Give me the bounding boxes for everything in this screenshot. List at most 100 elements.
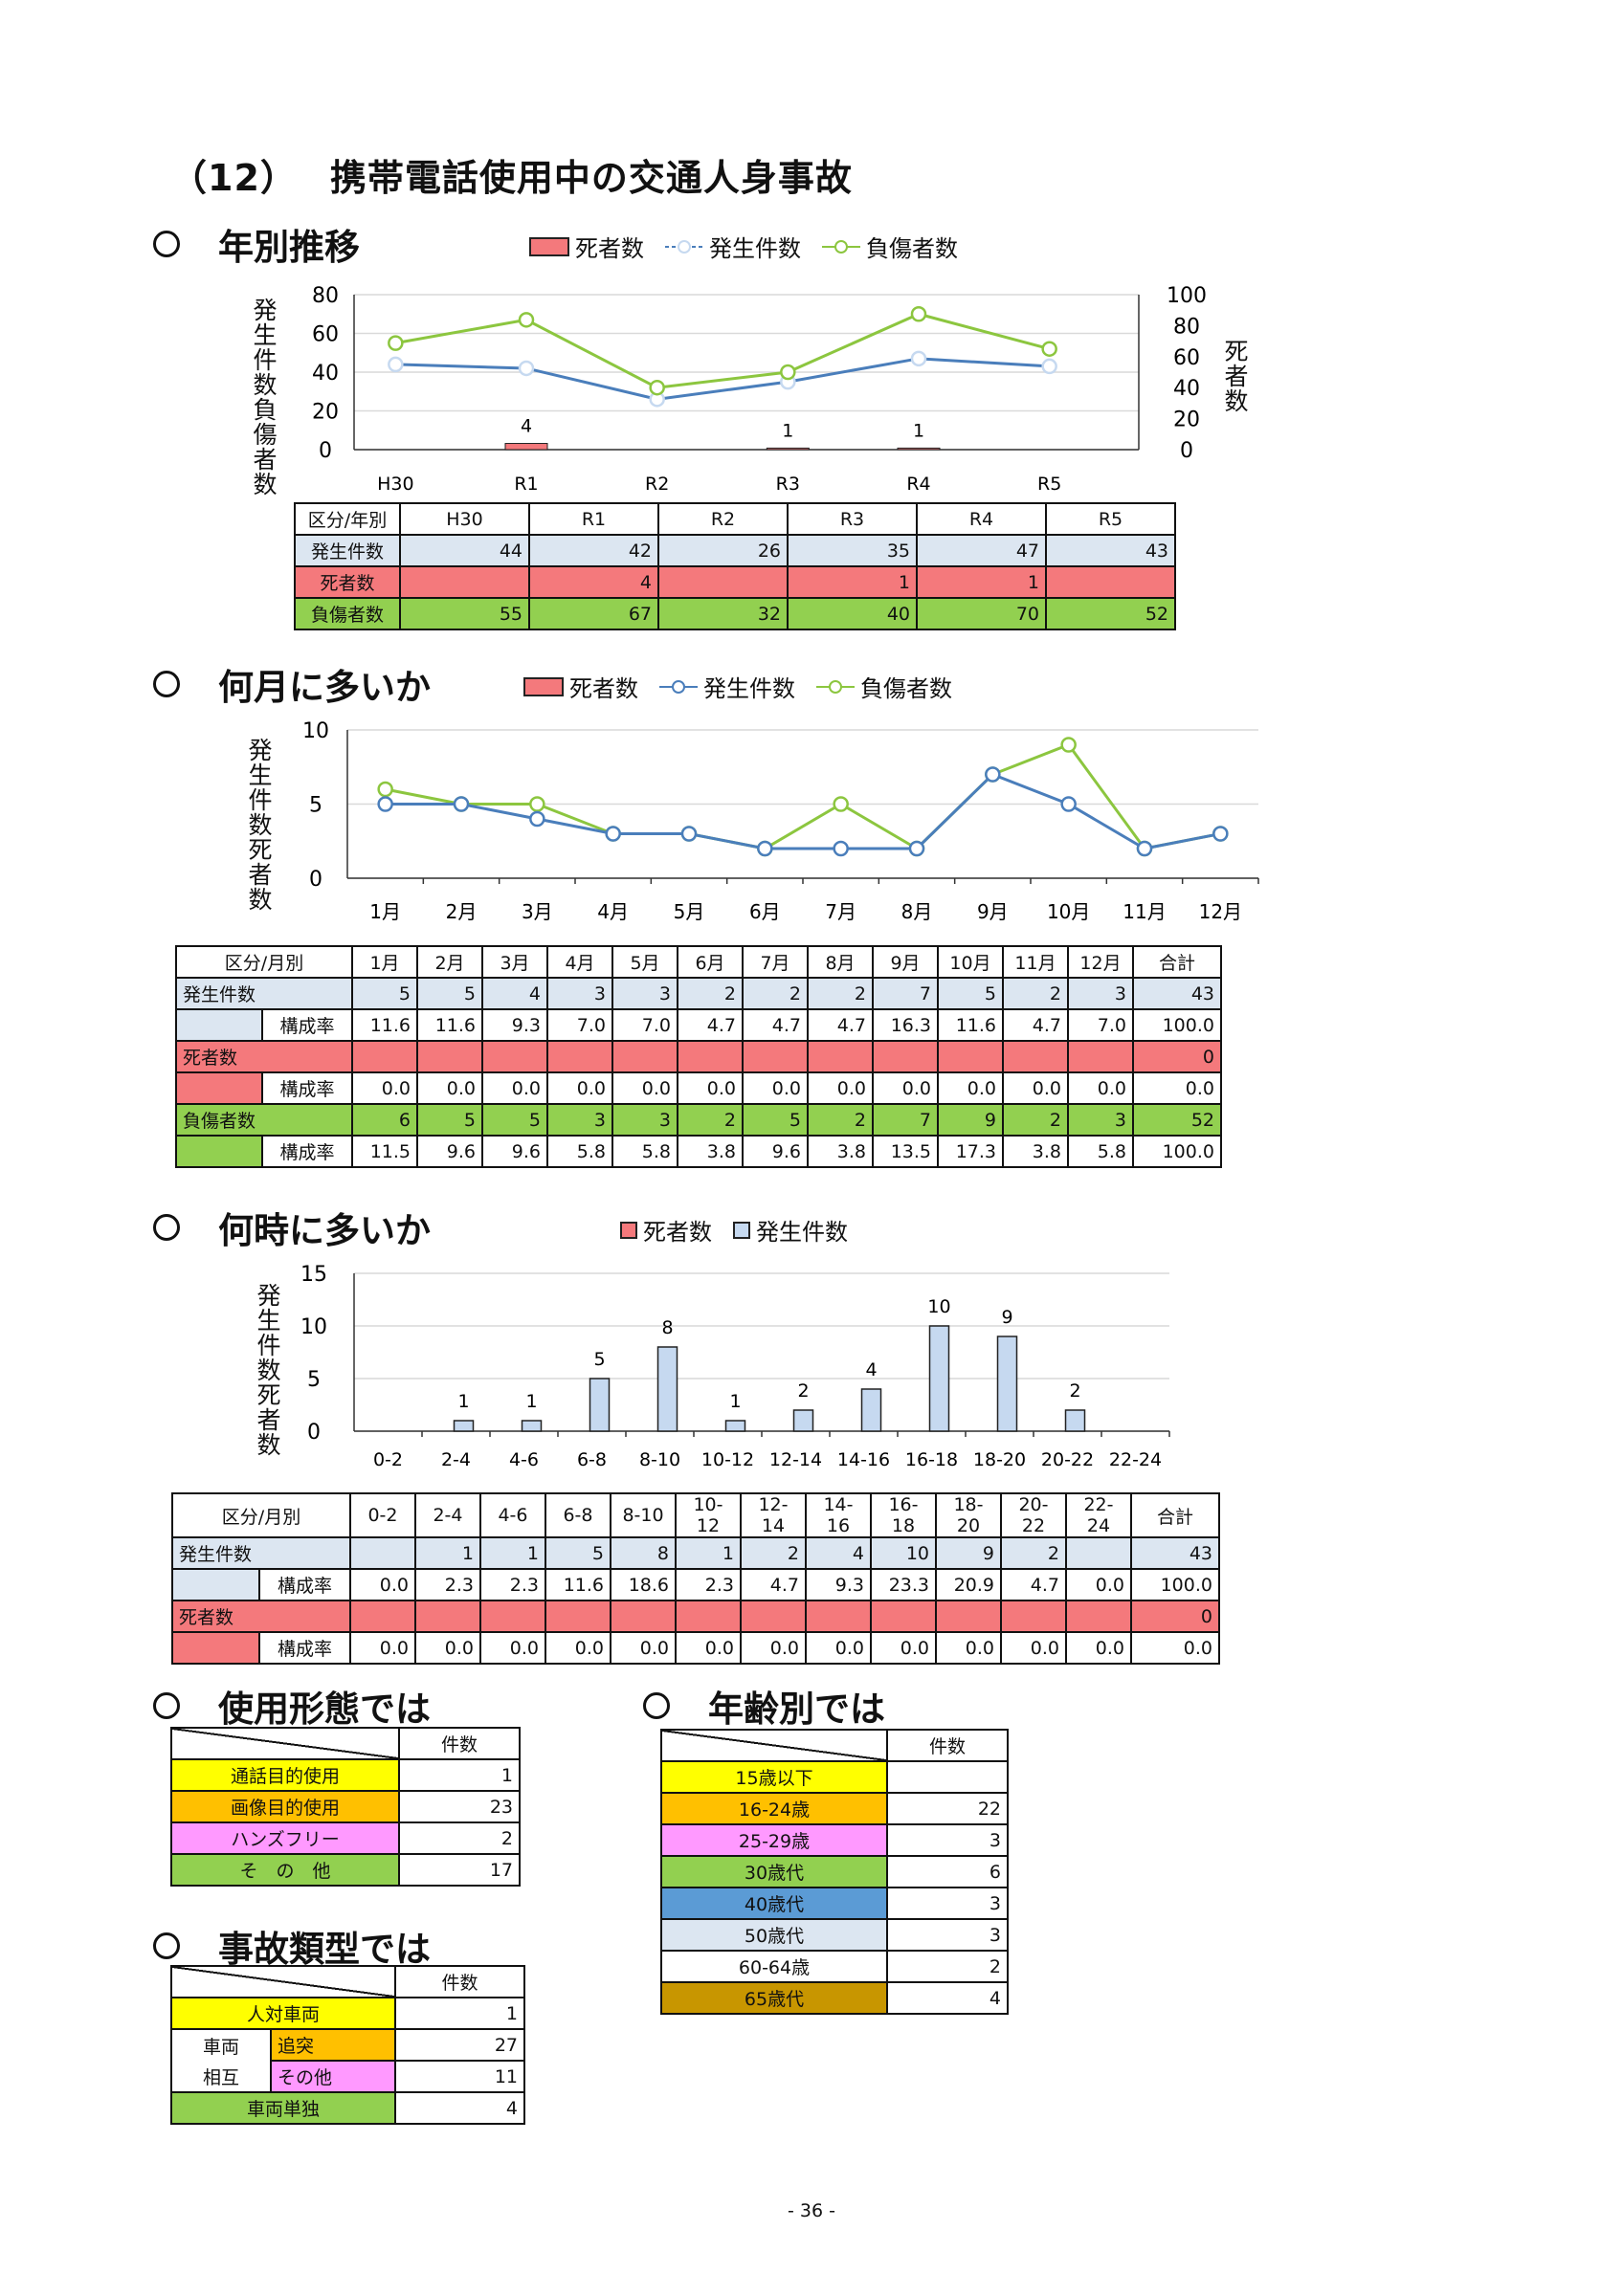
x-tick-label: 1月 xyxy=(369,900,401,923)
point-marker xyxy=(1041,341,1057,357)
data-label: 8 xyxy=(661,1317,673,1338)
line-marker-swatch-icon xyxy=(659,679,698,694)
point-marker xyxy=(833,796,849,812)
incidents-bar xyxy=(792,1409,814,1432)
y2-tick-label: 40 xyxy=(1173,377,1200,401)
table-cell: 0.0 xyxy=(935,1631,1002,1665)
x-tick-label: 18-20 xyxy=(973,1449,1026,1470)
table-cell xyxy=(1065,1600,1132,1633)
table-cell: 0.0 xyxy=(1130,1631,1220,1665)
y-tick-label: 60 xyxy=(312,323,339,347)
rate-label: 構成率 xyxy=(261,1071,353,1105)
row-label: 死者数 xyxy=(294,565,401,599)
data-label: 1 xyxy=(729,1391,741,1412)
legend-deaths: 死者数 xyxy=(529,230,644,263)
table-cell: 0.0 xyxy=(937,1071,1004,1105)
table-header-cell: R4 xyxy=(916,502,1047,536)
table-cell: 4 xyxy=(394,2091,525,2125)
table-cell: 0.0 xyxy=(1000,1631,1067,1665)
row-label: 40歳代 xyxy=(660,1887,888,1920)
yearly-legend: 死者数 発生件数 負傷者数 xyxy=(529,230,958,263)
table-cell: 3 xyxy=(611,1103,678,1137)
yearly-table: 区分/年別 H30 R1 R2 R3 R4 R5 発生件数 44 42 26 3… xyxy=(294,502,1176,630)
table-cell: 23 xyxy=(398,1790,521,1823)
page-number: - 36 - xyxy=(788,2200,835,2221)
table-cell: 0.0 xyxy=(611,1071,678,1105)
table-cell: 44 xyxy=(399,534,530,567)
table-cell xyxy=(1002,1040,1069,1073)
table-cell xyxy=(349,1536,416,1570)
table-cell: 4 xyxy=(805,1536,872,1570)
hourly-chart: 0 5 10 15 0-2 2-4 1 4-6 1 6-8 5 8-10 8 10-12 1 12-14 2 14… xyxy=(300,1263,1170,1470)
point-marker xyxy=(680,826,698,842)
table-cell xyxy=(481,1040,548,1073)
table-header-cell: 11月 xyxy=(1002,945,1069,979)
table-header-cell: 2-4 xyxy=(414,1492,481,1538)
table-cell xyxy=(611,1040,678,1073)
table-header-cell: 10-12 xyxy=(675,1492,742,1538)
x-tick-label: 8月 xyxy=(901,900,933,923)
page-title: （12） 携帯電話使用中の交通人身事故 xyxy=(170,157,853,199)
table-cell xyxy=(740,1600,807,1633)
table-cell: 11.6 xyxy=(351,1008,418,1042)
table-cell: 4 xyxy=(528,565,659,599)
table-header-cell: R1 xyxy=(528,502,659,536)
point-marker xyxy=(1060,796,1077,812)
row-label: 追突 xyxy=(270,2028,396,2062)
point-marker xyxy=(518,312,535,328)
table-header-cell: 7月 xyxy=(742,945,809,979)
point-marker xyxy=(518,360,535,377)
table-cell: 3 xyxy=(886,1887,1009,1920)
table-cell: 7.0 xyxy=(546,1008,613,1042)
table-row: 車両単独 4 xyxy=(170,2091,525,2125)
table-row: そ の 他 17 xyxy=(170,1853,521,1887)
table-cell: 0.0 xyxy=(805,1631,872,1665)
x-tick-label: 6-8 xyxy=(577,1449,607,1470)
y-tick-label: 80 xyxy=(312,284,339,308)
table-cell: 7 xyxy=(872,977,939,1010)
x-tick-label: 14-16 xyxy=(837,1449,890,1470)
table-cell: 20.9 xyxy=(935,1568,1002,1601)
x-tick-label: 10月 xyxy=(1047,900,1090,923)
row-label: 発生件数 xyxy=(175,977,353,1010)
table-cell: 5 xyxy=(416,1103,483,1137)
incidents-bar xyxy=(996,1336,1018,1432)
table-header-cell: 件数 xyxy=(394,1965,525,1998)
row-label: 発生件数 xyxy=(294,534,401,567)
row-spacer xyxy=(175,1072,263,1105)
hourly-table: 区分/月別 0-2 2-4 4-6 6-8 8-10 10-12 12-14 14-16 16-1… xyxy=(171,1492,1220,1665)
point-marker xyxy=(649,379,665,396)
table-cell: 42 xyxy=(528,534,659,567)
y-tick-label: 0 xyxy=(309,868,322,892)
table-cell: 5 xyxy=(351,977,418,1010)
point-marker xyxy=(1136,840,1153,857)
table-cell: 16.3 xyxy=(872,1008,939,1042)
table-cell: 13.5 xyxy=(872,1135,939,1168)
line-marker-swatch-icon xyxy=(665,239,703,254)
x-tick-label: 2月 xyxy=(446,900,478,923)
table-cell: 43 xyxy=(1045,534,1176,567)
table-cell: 3 xyxy=(1067,977,1134,1010)
table-cell xyxy=(870,1600,937,1633)
diagonal-header-cell xyxy=(170,1965,396,1998)
row-label: 発生件数 xyxy=(171,1536,351,1570)
incidents-bar xyxy=(521,1420,543,1432)
table-cell: 2 xyxy=(677,977,744,1010)
point-marker xyxy=(529,796,545,812)
table-header-cell: 3月 xyxy=(481,945,548,979)
table-header-cell: 14-16 xyxy=(805,1492,872,1538)
type-table: 件数 人対車両 1 車両 追突 27 相互 その他 11 車両単独 4 xyxy=(170,1965,525,2125)
death-bar xyxy=(766,447,810,451)
x-tick-label: R2 xyxy=(645,474,669,495)
table-cell: 2 xyxy=(1002,1103,1069,1137)
monthly-table: 区分/月別 1月 2月 3月 4月 5月 6月 7月 8月 9月 10月 11月 12月 合計 発生件数 5 5… xyxy=(175,945,1222,1168)
table-header-cell: 合計 xyxy=(1130,1492,1220,1538)
table-cell: 3 xyxy=(546,1103,613,1137)
point-marker xyxy=(453,796,470,812)
legend-incidents: 発生件数 xyxy=(659,670,795,703)
table-header-cell: 4-6 xyxy=(479,1492,546,1538)
table-cell xyxy=(872,1040,939,1073)
table-cell: 0.0 xyxy=(1065,1631,1132,1665)
point-marker xyxy=(388,356,404,373)
y-tick-label: 20 xyxy=(312,401,339,425)
